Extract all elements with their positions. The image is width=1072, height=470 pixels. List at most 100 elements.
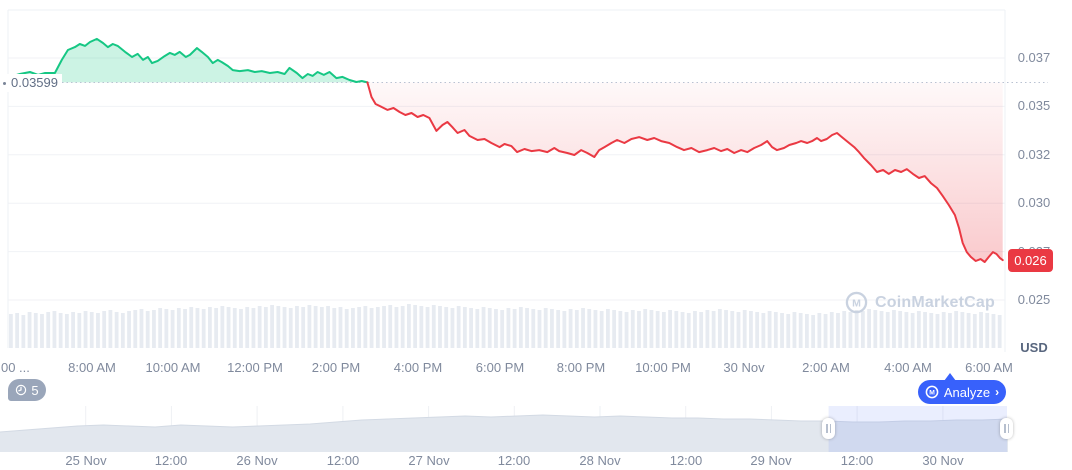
y-axis-tick-label: 0.030: [1017, 195, 1051, 210]
volume-bar: [120, 313, 125, 348]
volume-bar: [966, 313, 971, 348]
volume-bar: [537, 310, 542, 348]
volume-bar: [898, 311, 903, 348]
volume-bar: [860, 311, 865, 348]
volume-bar: [693, 311, 697, 348]
volume-bar: [892, 310, 896, 348]
volume-bar: [369, 308, 374, 348]
navigator-tick-label: 12:00: [154, 453, 188, 468]
volume-bar: [655, 311, 660, 348]
volume-bar: [419, 306, 424, 348]
open-price-dot-icon: [3, 81, 6, 85]
volume-bar: [382, 306, 386, 348]
navigator-tick-label: 12:00: [497, 453, 531, 468]
volume-bar: [512, 309, 517, 348]
x-axis-tick-label: 6:00 PM: [475, 360, 525, 375]
volume-bar: [400, 306, 405, 348]
volume-bar: [923, 312, 927, 348]
volume-bar: [587, 309, 592, 348]
volume-bar: [71, 312, 75, 348]
volume-bar: [407, 304, 411, 348]
volume-bar: [183, 309, 187, 348]
volume-bar: [214, 308, 219, 348]
volume-bar: [164, 309, 169, 348]
volume-bar: [599, 311, 604, 348]
x-axis-tick-label: 6:00 AM: [965, 360, 1013, 375]
volume-bar: [487, 308, 492, 348]
volume-bar: [786, 314, 791, 348]
volume-bar: [624, 312, 629, 348]
volume-bar: [568, 309, 573, 348]
navigator-tick-label: 12:00: [840, 453, 874, 468]
volume-bar: [33, 313, 38, 348]
analyze-button[interactable]: M Analyze ›: [918, 380, 1006, 404]
navigator-track[interactable]: [0, 406, 1008, 452]
volume-bar: [811, 315, 816, 348]
volume-bar: [481, 307, 486, 348]
volume-bar: [525, 308, 529, 348]
volume-bar: [462, 307, 467, 348]
navigator-selection[interactable]: [828, 406, 1007, 452]
x-axis-tick-label: 8:00 PM: [556, 360, 606, 375]
volume-bar: [705, 310, 710, 348]
volume-bar: [46, 312, 51, 348]
volume-bar: [158, 308, 163, 348]
volume-bar: [817, 313, 822, 348]
volume-bar: [643, 309, 648, 348]
volume-bar: [562, 311, 567, 348]
volume-bar: [829, 312, 834, 348]
volume-bar: [394, 307, 399, 348]
x-axis-tick-label: 10:00 AM: [145, 360, 201, 375]
current-price-badge: 0.026: [1008, 249, 1053, 272]
volume-bar: [668, 310, 672, 348]
volume-bar: [935, 314, 940, 348]
volume-bar: [680, 312, 685, 348]
volume-bar: [724, 310, 728, 348]
volume-bar: [630, 310, 635, 348]
volume-bar: [226, 307, 231, 348]
navigator-left-handle[interactable]: [822, 418, 835, 439]
volume-bar: [674, 311, 679, 348]
volume-bar: [929, 313, 934, 348]
volume-bar: [717, 309, 722, 348]
navigator-tick-label: 12:00: [326, 453, 360, 468]
volume-bar: [114, 312, 119, 348]
volume-bar: [338, 307, 343, 348]
navigator-area: [0, 415, 1008, 452]
volume-bar: [699, 312, 704, 348]
navigator-tick-label: 29 Nov: [750, 453, 792, 468]
volume-bar: [239, 309, 243, 348]
plot-border: [7, 9, 1006, 352]
volume-bar: [755, 312, 760, 348]
volume-bar: [58, 313, 63, 348]
volume-bar: [375, 307, 380, 348]
navigator-right-handle[interactable]: [1000, 418, 1013, 439]
volume-bar: [307, 305, 312, 348]
volume-bar: [276, 306, 281, 348]
volume-bar: [767, 311, 772, 348]
volume-bar: [220, 306, 225, 348]
volume-bar: [469, 308, 473, 348]
volume-bar: [52, 311, 57, 348]
volume-bar: [357, 307, 362, 348]
volume-bar: [425, 307, 430, 348]
volume-bar: [326, 306, 330, 348]
volume-bar: [475, 309, 480, 348]
coinmarketcap-logo-icon: M: [925, 385, 939, 399]
clock-icon: [16, 384, 27, 396]
x-axis-tick-label: 2:00 AM: [802, 360, 850, 375]
volume-bar: [985, 313, 990, 348]
volume-bar: [773, 312, 778, 348]
volume-bar: [450, 308, 455, 348]
volume-bar: [64, 314, 69, 348]
history-badge[interactable]: 5: [8, 379, 46, 401]
volume-bar: [848, 312, 853, 348]
navigator-tick-label: 27 Nov: [408, 453, 450, 468]
x-axis-tick-label: 4:00 PM: [393, 360, 443, 375]
history-badge-count: 5: [31, 382, 39, 398]
volume-bar: [618, 311, 623, 348]
volume-bar: [948, 313, 952, 348]
navigator-tick-label: 28 Nov: [579, 453, 621, 468]
